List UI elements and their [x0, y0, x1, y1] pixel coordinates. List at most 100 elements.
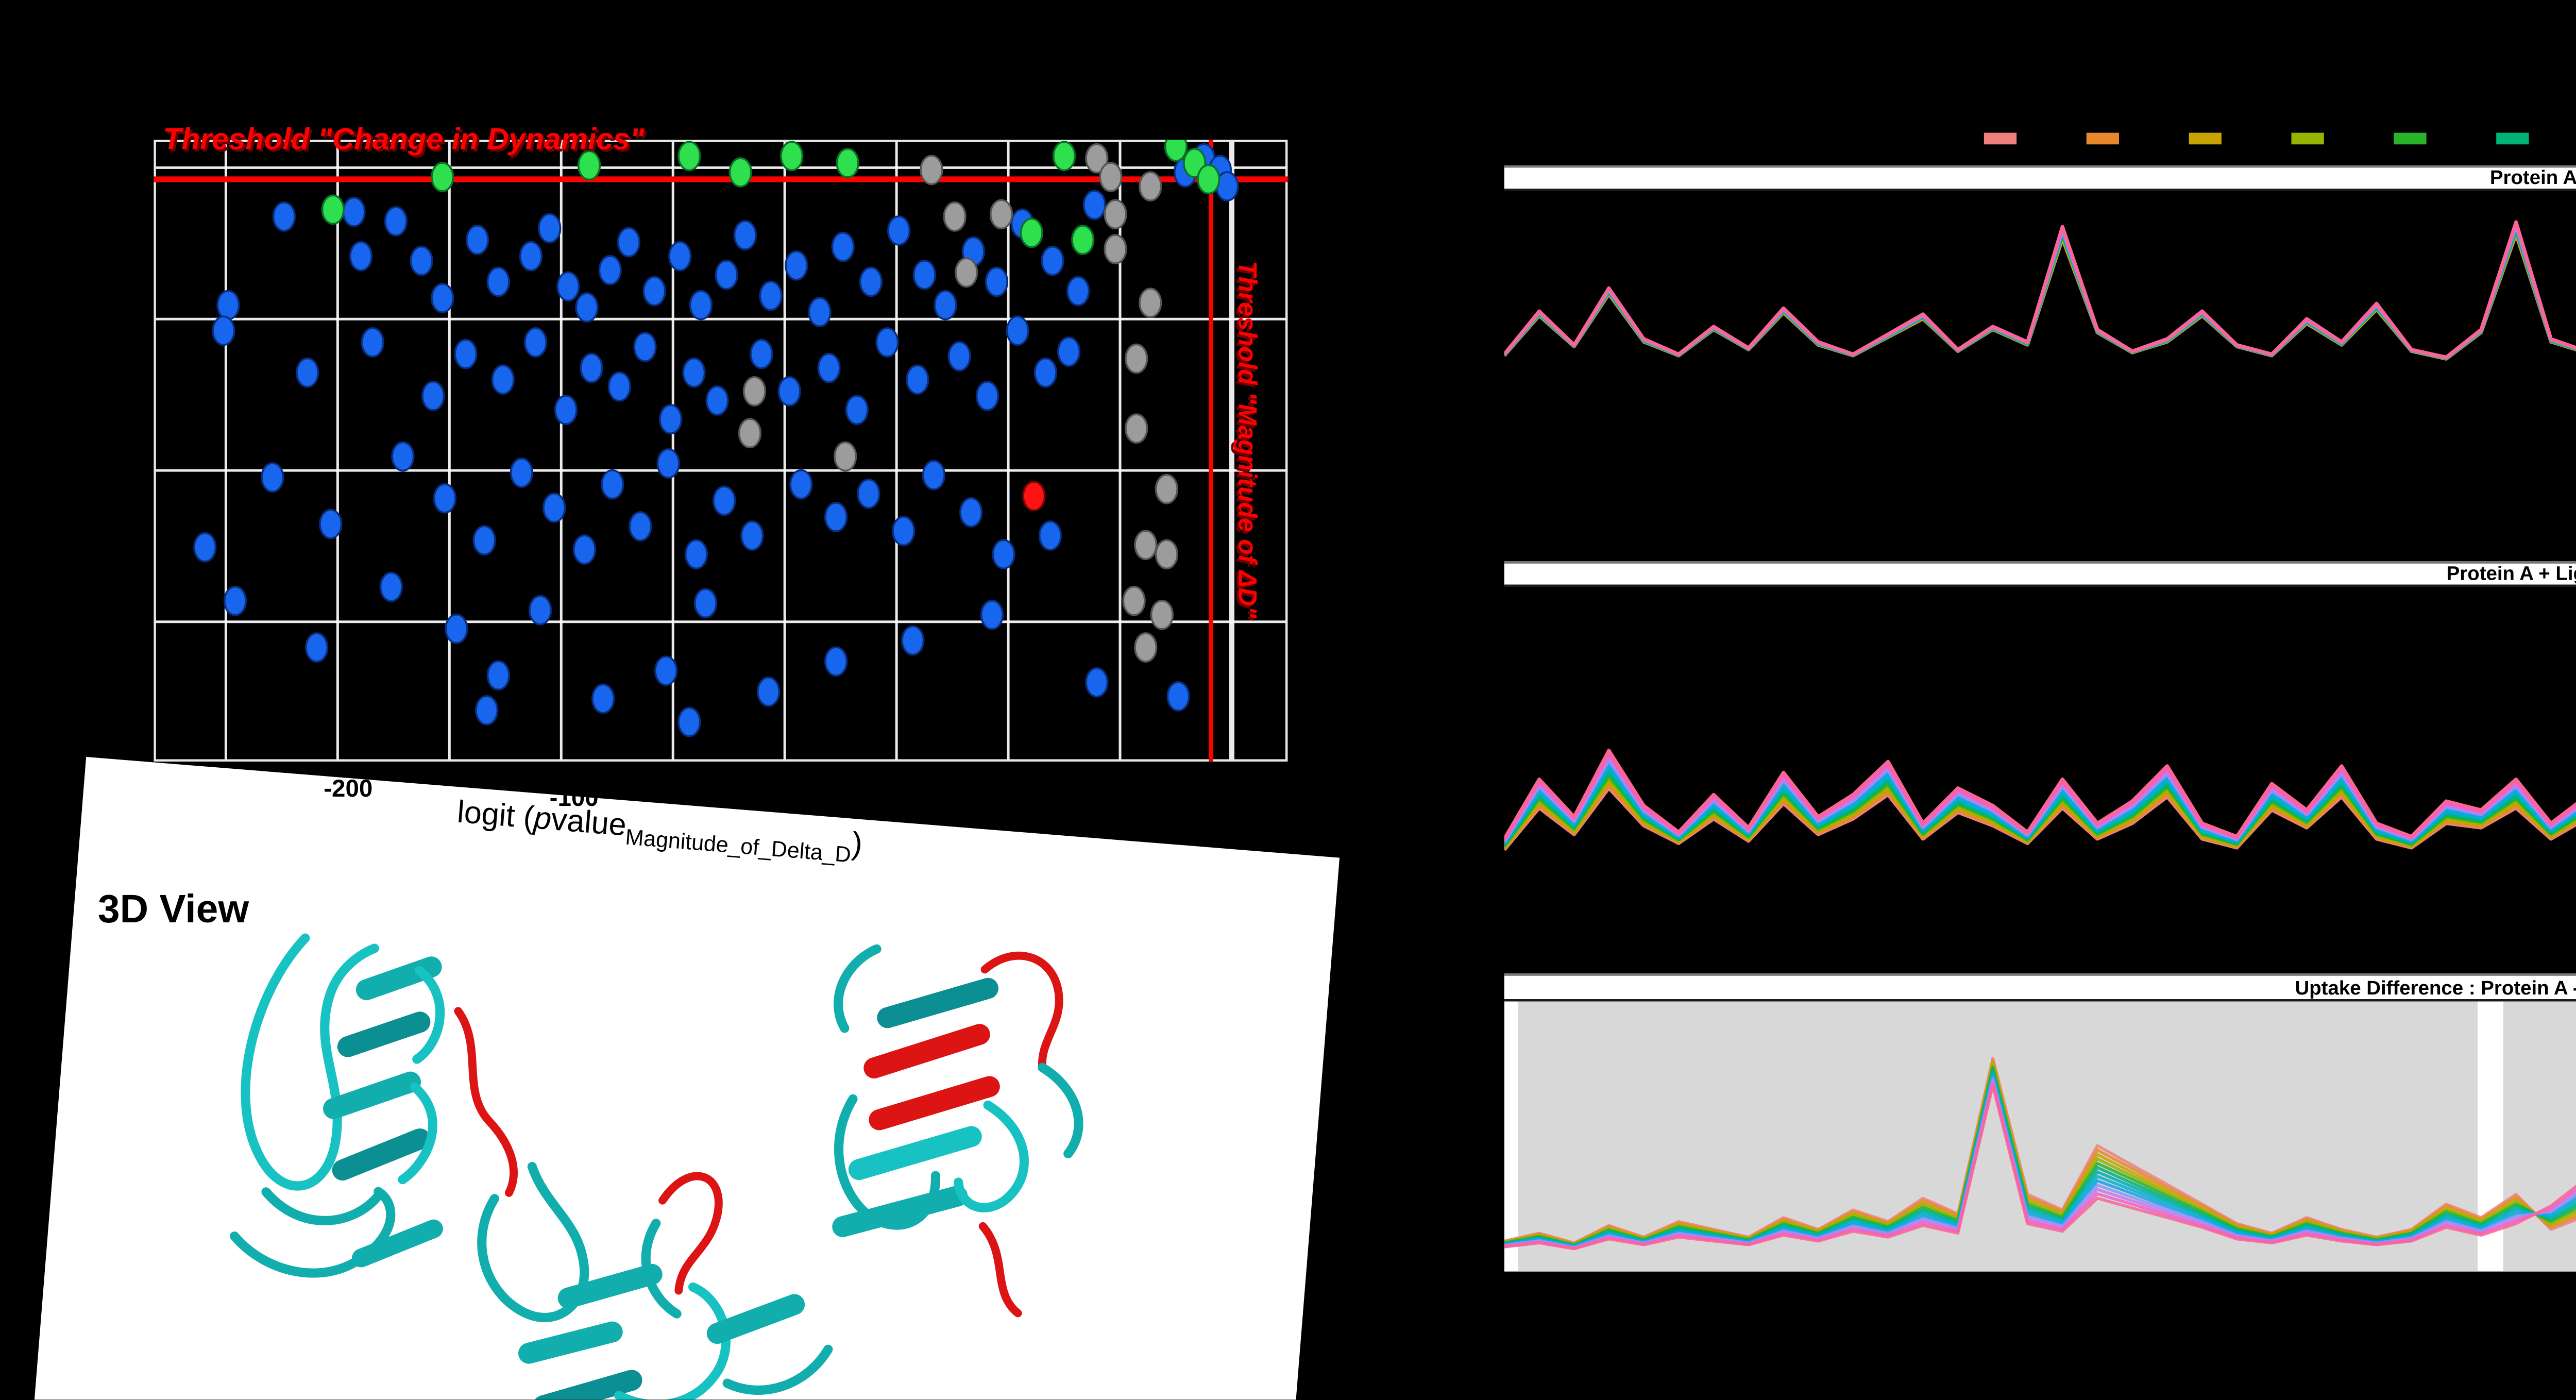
- scatter-point-blue: [543, 492, 566, 523]
- scatter-point-blue: [845, 395, 869, 425]
- scatter-point-blue: [824, 502, 848, 532]
- scatter-point-green: [577, 150, 601, 181]
- scatter-point-gray: [1085, 143, 1109, 174]
- scatter-point-blue: [654, 655, 678, 686]
- scatter-point-gray: [955, 257, 978, 288]
- ribbon-segment: [954, 1100, 1029, 1212]
- scatter-point-blue: [193, 532, 217, 563]
- ribbon-segment: [398, 966, 445, 1185]
- scatter-point-blue: [591, 683, 615, 714]
- ribbon-segment: [241, 933, 379, 1191]
- scatter-point-blue: [523, 327, 548, 358]
- scatter-point-gray: [1155, 539, 1179, 570]
- scatter-point-gray: [1134, 530, 1158, 561]
- ribbon-segment: [614, 1282, 731, 1400]
- scatter-point-blue: [785, 250, 808, 281]
- plot-frame: [154, 140, 1288, 762]
- ribbon-segment: [261, 1187, 383, 1225]
- volcano-bg: [154, 140, 1288, 762]
- scatter-point-blue: [947, 341, 971, 372]
- scatter-point-blue: [1085, 667, 1109, 698]
- scatter-point-blue: [1033, 357, 1057, 388]
- uptake-series: [1504, 220, 2576, 359]
- ribbon-segment: [337, 1011, 431, 1057]
- scatter-point-blue: [1041, 245, 1064, 276]
- scatter-point-blue: [431, 283, 454, 313]
- scatter-point-gray: [834, 441, 857, 472]
- scatter-point-green: [780, 141, 804, 172]
- scatter-point-blue: [817, 352, 841, 383]
- scatter-point-blue: [342, 196, 366, 227]
- scatter-point-blue: [556, 271, 580, 302]
- scatter-point-blue: [901, 625, 925, 656]
- scatter-point-blue: [659, 404, 683, 434]
- 3d-view-panel[interactable]: [32, 756, 1340, 1400]
- scatter-point-blue: [824, 646, 848, 677]
- scatter-point-blue: [296, 357, 319, 388]
- scatter-point-gray: [1134, 632, 1158, 663]
- ribbon-segment: [658, 1172, 723, 1295]
- scatter-point-blue: [212, 315, 235, 346]
- scatter-point-blue: [510, 458, 534, 488]
- ribbon-segment: [848, 1126, 982, 1180]
- scatter-point-red: [1022, 481, 1046, 512]
- scatter-point-blue: [1006, 315, 1029, 346]
- scatter-point-blue: [684, 539, 708, 570]
- threshold-dynamics-label: Threshold "Change in Dynamics": [163, 121, 645, 156]
- coverage-block: [2503, 1001, 2576, 1272]
- legend-swatch: [2496, 132, 2529, 145]
- x-tick-minus-200: -200: [324, 775, 373, 804]
- ribbon-segment: [641, 1219, 682, 1319]
- x-tick-minus-100: -100: [549, 785, 599, 813]
- legend-swatch: [2086, 132, 2120, 145]
- scatter-point-blue: [319, 509, 343, 539]
- scatter-point-gray: [1125, 413, 1148, 444]
- 3d-view-title: 3D View: [97, 887, 249, 932]
- scatter-point-blue: [491, 364, 515, 395]
- uptake-chart-protein-a-ligand[interactable]: [1504, 586, 2576, 943]
- scatter-point-blue: [272, 201, 296, 232]
- scatter-point-blue: [1066, 276, 1090, 307]
- scatter-point-green: [321, 194, 345, 225]
- scatter-point-blue: [992, 539, 1015, 570]
- scatter-point-blue: [216, 290, 240, 321]
- panel-title-uptake-difference: Uptake Difference : Protein A - (Protein…: [1504, 973, 2576, 1002]
- ribbon-segment: [323, 1071, 421, 1119]
- scatter-point-blue: [808, 297, 832, 328]
- scatter-point-green: [1052, 141, 1076, 172]
- uptake-chart-protein-a[interactable]: [1504, 191, 2576, 541]
- scatter-point-blue: [857, 478, 880, 509]
- scatter-point-blue: [433, 483, 456, 514]
- scatter-point-blue: [875, 327, 899, 358]
- uptake-difference-chart[interactable]: [1504, 1001, 2576, 1272]
- ribbon-segment: [722, 1344, 833, 1395]
- scatter-point-blue: [472, 525, 496, 555]
- scatter-point-green: [1071, 225, 1095, 255]
- scatter-point-blue: [689, 290, 713, 321]
- scatter-point-blue: [922, 460, 946, 491]
- scatter-point-green: [431, 162, 454, 192]
- ribbon-segment: [980, 951, 1063, 1072]
- scatter-point-gray: [742, 376, 767, 407]
- scatter-point-blue: [668, 241, 692, 272]
- scatter-point-blue: [361, 327, 384, 358]
- volcano-scatter-chart[interactable]: [154, 140, 1288, 762]
- scatter-point-blue: [980, 599, 1004, 630]
- scatter-point-blue: [831, 231, 855, 262]
- scatter-point-blue: [601, 469, 624, 500]
- scatter-point-green: [1164, 140, 1188, 162]
- scatter-point-gray: [989, 199, 1013, 230]
- scatter-point-blue: [261, 462, 284, 493]
- scatter-point-green: [836, 148, 859, 178]
- scatter-point-blue: [454, 339, 478, 369]
- scatter-point-blue: [682, 357, 706, 388]
- scatter-point-green: [728, 157, 752, 188]
- scatter-point-blue: [715, 259, 738, 290]
- scatter-point-blue: [705, 385, 729, 416]
- volcano-plot-panel[interactable]: [154, 140, 1288, 762]
- scatter-point-green: [1020, 217, 1043, 248]
- scatter-point-gray: [1139, 171, 1162, 201]
- scatter-point-blue: [486, 266, 510, 297]
- ribbon-segment: [352, 1219, 443, 1268]
